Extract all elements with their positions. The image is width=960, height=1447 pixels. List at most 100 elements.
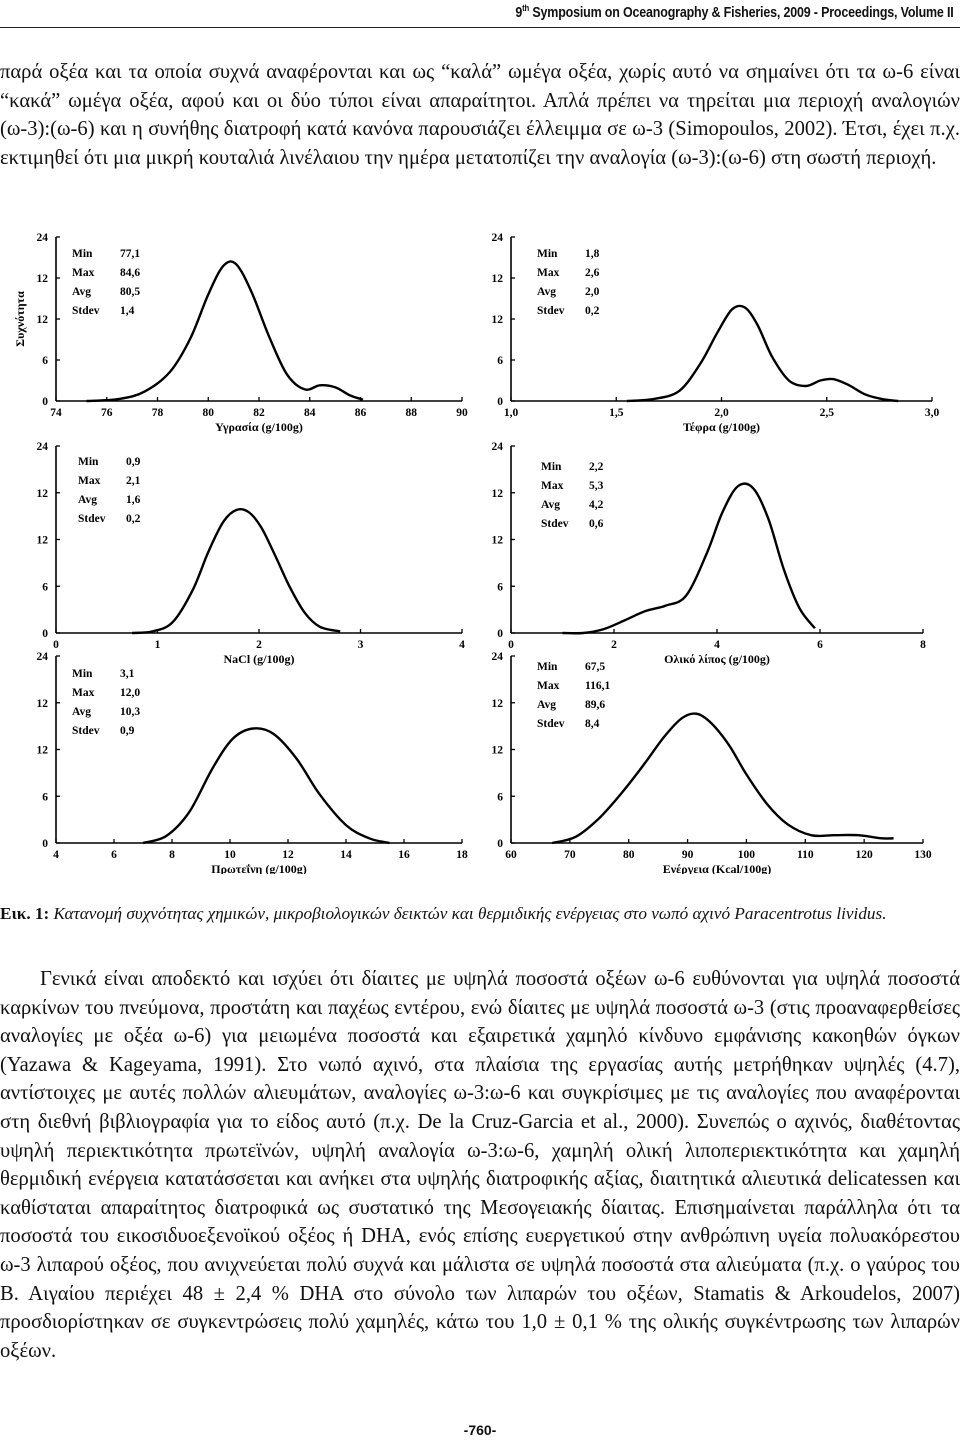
x-axis-title: Ενέργεια (Kcal/100g) [663, 862, 771, 874]
stat-value: 2,0 [585, 286, 600, 298]
y-tick-label: 12 [492, 535, 504, 547]
x-tick-label: 8 [169, 849, 175, 861]
stat-label: Min [537, 248, 558, 260]
x-tick-label: 86 [355, 407, 367, 419]
stat-value: 1,4 [120, 305, 135, 317]
stat-label: Min [72, 248, 93, 260]
stat-label: Max [72, 687, 95, 699]
intro-paragraph-block: παρά οξέα και τα οποία συχνά αναφέρονται… [0, 58, 960, 172]
series-curve [142, 727, 390, 845]
body-paragraph: Γενικά είναι αποδεκτό και ισχύει ότι δία… [0, 968, 960, 1362]
stat-label: Stdev [72, 305, 100, 317]
x-tick-label: 74 [50, 407, 62, 419]
figure-caption: Εικ. 1: Κατανομή συχνότητας χημικών, μικ… [0, 903, 960, 925]
stat-value: 4,2 [589, 499, 604, 511]
y-tick-label: 24 [492, 441, 504, 453]
x-tick-label: 10 [224, 849, 236, 861]
y-tick-label: 6 [497, 791, 503, 803]
y-tick-label: 12 [37, 314, 49, 326]
y-tick-label: 24 [37, 441, 49, 453]
stat-label: Avg [537, 286, 556, 298]
stat-value: 116,1 [585, 680, 610, 692]
y-tick-label: 12 [492, 745, 504, 757]
x-tick-label: 70 [564, 849, 576, 861]
chart-panel-6: 0 6 12 12 24 60 70 80 90 100 110 120 130 Ενέργεια (Kc… [492, 651, 932, 874]
stat-label: Max [72, 267, 95, 279]
y-tick-label: 6 [497, 355, 503, 367]
stat-value: 10,3 [120, 706, 140, 718]
x-tick-label: 18 [456, 849, 468, 861]
stat-label: Max [541, 480, 564, 492]
stat-value: 0,2 [585, 305, 600, 317]
x-tick-label: 14 [340, 849, 352, 861]
stat-value: 5,3 [589, 480, 604, 492]
stat-value: 3,1 [120, 668, 135, 680]
series-curve [86, 260, 364, 403]
x-tick-label: 82 [253, 407, 265, 419]
header-ordinal-suffix: th [522, 3, 530, 13]
y-tick-label: 24 [492, 232, 504, 244]
x-axis-title: Τέφρα (g/100g) [683, 420, 760, 434]
stat-value: 80,5 [120, 286, 140, 298]
y-tick-label: 12 [37, 535, 49, 547]
stat-label: Stdev [78, 513, 106, 525]
x-tick-label: 80 [203, 407, 215, 419]
y-tick-label: 6 [497, 581, 503, 593]
x-tick-label: 100 [738, 849, 756, 861]
stat-value: 2,6 [585, 267, 600, 279]
y-tick-label: 12 [37, 488, 49, 500]
stat-label: Min [78, 456, 99, 468]
chart-panel-5: 0 6 12 12 24 4 6 8 10 12 14 16 18 Πρωτεΐνη (g/100g) Mi… [37, 651, 469, 874]
y-tick-label: 0 [497, 396, 503, 408]
stat-label: Stdev [537, 305, 565, 317]
stat-value: 77,1 [120, 248, 140, 260]
x-tick-label: 3,0 [925, 407, 940, 419]
stat-value: 1,6 [126, 494, 141, 506]
y-tick-label: 24 [37, 651, 49, 663]
stat-label: Stdev [541, 518, 569, 530]
stat-label: Min [541, 461, 562, 473]
stat-value: 89,6 [585, 699, 605, 711]
y-tick-label: 12 [37, 273, 49, 285]
x-tick-label: 0 [508, 639, 514, 651]
x-tick-label: 90 [456, 407, 468, 419]
series-curve [131, 507, 341, 635]
x-tick-label: 88 [406, 407, 418, 419]
x-tick-label: 80 [623, 849, 635, 861]
x-tick-label: 1 [155, 639, 161, 651]
x-tick-label: 84 [304, 407, 316, 419]
caption-text: Κατανομή συχνότητας χημικών, μικροβιολογ… [49, 904, 887, 923]
y-tick-label: 0 [42, 628, 48, 640]
y-tick-label: 6 [42, 355, 48, 367]
y-tick-label: 12 [37, 745, 49, 757]
body-paragraph-block: Γενικά είναι αποδεκτό και ισχύει ότι δία… [0, 965, 960, 1365]
stat-label: Avg [537, 699, 556, 711]
y-tick-label: 0 [42, 396, 48, 408]
figure-1: 0 6 12 12 24 74 76 78 80 82 84 86 88 90 Υγρασία (g/100… [0, 224, 960, 874]
stat-value: 1,8 [585, 248, 600, 260]
x-tick-label: 1,5 [609, 407, 624, 419]
header-rule [0, 27, 960, 28]
x-tick-label: 60 [505, 849, 517, 861]
chart-panel-1: 0 6 12 12 24 74 76 78 80 82 84 86 88 90 Υγρασία (g/100… [13, 232, 468, 434]
caption-label: Εικ. 1: [0, 904, 50, 923]
x-tick-label: 6 [111, 849, 117, 861]
series-curve [562, 482, 816, 635]
stat-value: 2,2 [589, 461, 604, 473]
header-ordinal: 9 [515, 4, 523, 21]
y-tick-label: 12 [492, 314, 504, 326]
x-tick-label: 78 [152, 407, 164, 419]
stat-value: 0,9 [126, 456, 141, 468]
x-tick-label: 0 [53, 639, 59, 651]
y-tick-label: 24 [492, 651, 504, 663]
stat-value: 0,6 [589, 518, 604, 530]
stat-label: Min [537, 661, 558, 673]
x-tick-label: 1,0 [504, 407, 519, 419]
stat-label: Max [537, 680, 560, 692]
stat-label: Avg [72, 706, 91, 718]
stat-value: 84,6 [120, 267, 140, 279]
stat-value: 8,4 [585, 718, 600, 730]
